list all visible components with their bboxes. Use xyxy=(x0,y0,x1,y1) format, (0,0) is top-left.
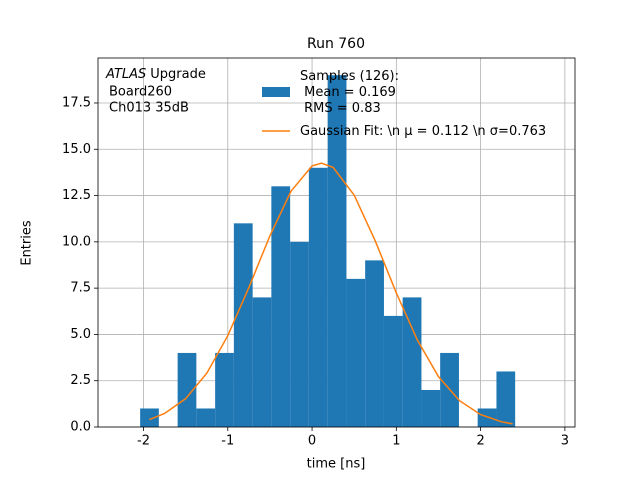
histogram-bar xyxy=(477,408,497,427)
legend-line: Samples (126): xyxy=(300,69,399,84)
y-tick-label: 17.5 xyxy=(62,95,91,110)
histogram-bar xyxy=(271,186,291,427)
histogram-bar xyxy=(383,315,403,427)
x-tick-label: -2 xyxy=(137,434,150,449)
legend-label: Samples (126): Mean = 0.169 RMS = 0.83 xyxy=(300,69,399,116)
annotation-text: Upgrade xyxy=(150,67,206,82)
legend-line: Gaussian Fit: \n μ = 0.112 \n σ=0.763 xyxy=(300,124,546,139)
histogram-bar xyxy=(215,352,234,427)
legend-label: Gaussian Fit: \n μ = 0.112 \n σ=0.763 xyxy=(300,124,546,139)
x-tick-label: 0 xyxy=(308,434,316,449)
histogram-bar xyxy=(327,75,347,428)
histogram-bar xyxy=(421,389,441,427)
x-axis-label: time [ns] xyxy=(307,457,366,472)
histogram-bar xyxy=(233,223,253,427)
legend-line: Mean = 0.169 xyxy=(300,85,396,100)
y-tick-label: 2.5 xyxy=(70,373,91,388)
y-tick-label: 5.0 xyxy=(70,327,91,342)
histogram-bar xyxy=(496,371,516,427)
annotation: Ch013 35dB xyxy=(109,101,189,116)
y-tick-label: 15.0 xyxy=(62,142,91,157)
y-tick-label: 12.5 xyxy=(62,188,91,203)
histogram-bar xyxy=(252,297,272,427)
y-axis-label: Entries xyxy=(20,220,35,266)
chart-title: Run 760 xyxy=(307,36,365,52)
y-tick-label: 7.5 xyxy=(70,281,91,296)
histogram-bar xyxy=(177,352,197,427)
histogram-bar xyxy=(140,408,159,427)
annotation: Board260 xyxy=(109,85,172,100)
x-tick-label: 2 xyxy=(476,434,484,449)
y-tick-label: 10.0 xyxy=(62,234,91,249)
histogram-bar xyxy=(365,260,384,427)
x-tick-label: -1 xyxy=(221,434,234,449)
histogram-bar xyxy=(402,297,422,427)
legend-line: RMS = 0.83 xyxy=(300,101,381,116)
histogram-bar xyxy=(290,241,309,427)
plot xyxy=(140,75,516,428)
x-tick-label: 3 xyxy=(561,434,569,449)
annotation-italic: ATLAS xyxy=(105,67,146,82)
legend-swatch xyxy=(262,87,290,97)
histogram-bar xyxy=(196,408,216,427)
fit-line xyxy=(149,162,513,425)
histogram-bar xyxy=(346,278,366,427)
y-tick-label: 0.0 xyxy=(70,420,91,435)
x-tick-label: 1 xyxy=(392,434,400,449)
axes-frame xyxy=(97,57,576,428)
annotation: ATLAS Upgrade xyxy=(105,67,206,82)
histogram-bar xyxy=(308,167,328,427)
